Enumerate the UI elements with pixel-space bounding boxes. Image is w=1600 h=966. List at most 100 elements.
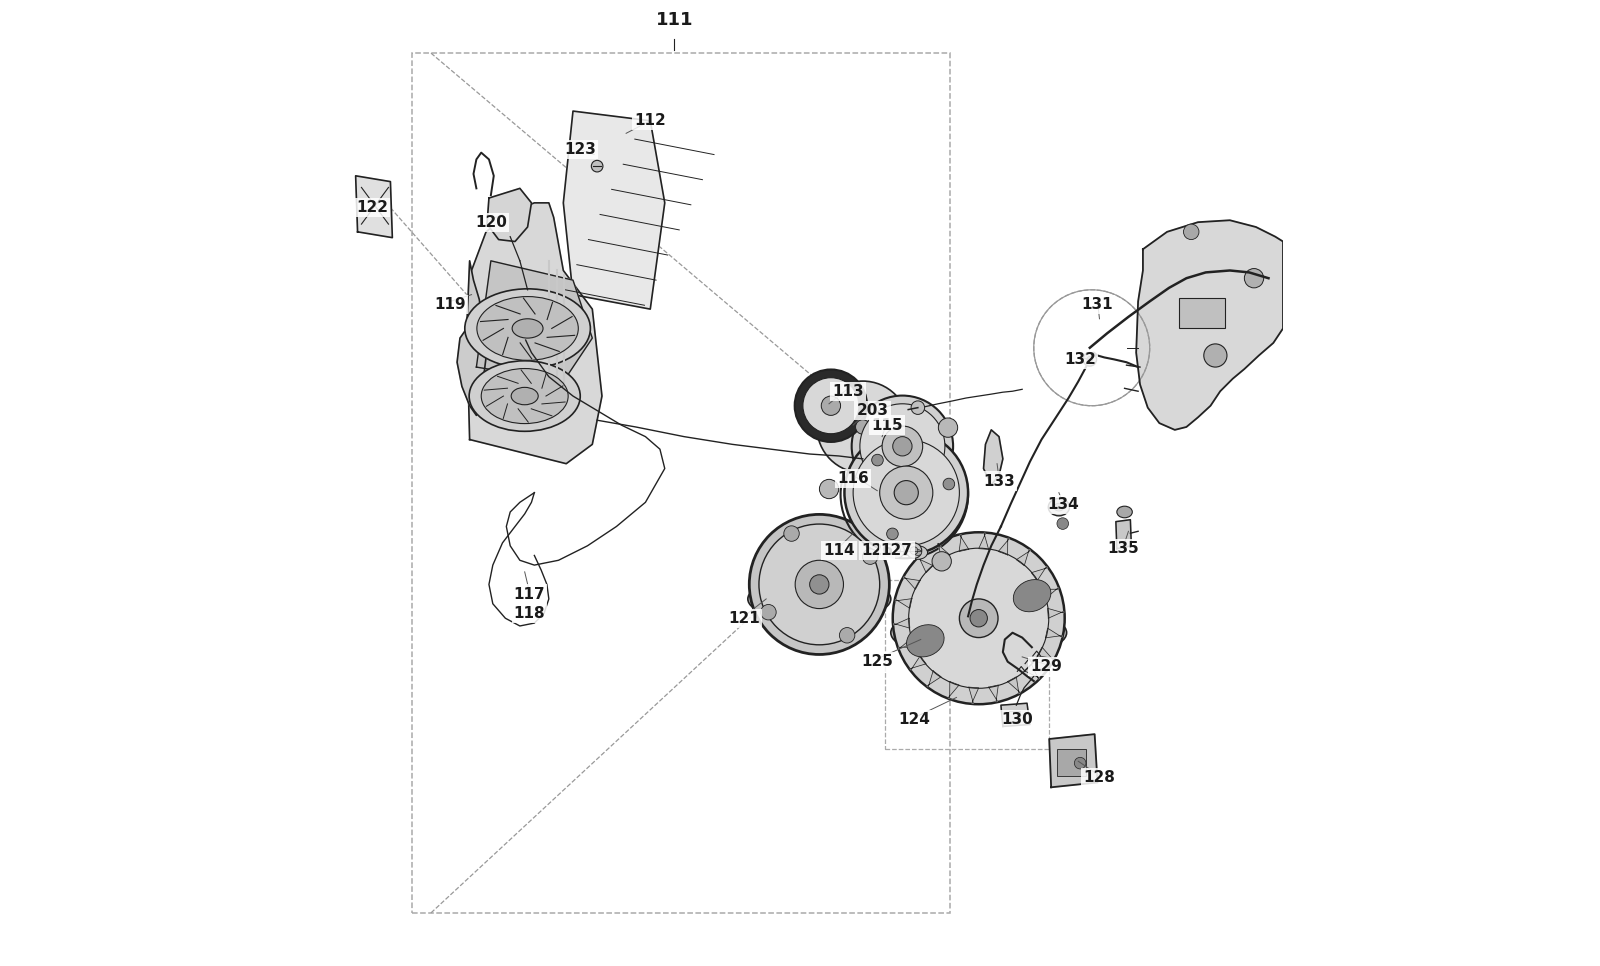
- Polygon shape: [867, 435, 942, 549]
- Text: 135: 135: [1107, 541, 1139, 556]
- Circle shape: [1074, 757, 1086, 769]
- Polygon shape: [1024, 664, 1040, 679]
- Ellipse shape: [818, 381, 909, 472]
- Ellipse shape: [845, 431, 968, 554]
- Polygon shape: [458, 261, 486, 415]
- Circle shape: [872, 454, 883, 466]
- Text: 111: 111: [656, 11, 693, 29]
- Polygon shape: [970, 687, 979, 703]
- Ellipse shape: [1083, 353, 1096, 366]
- Ellipse shape: [906, 543, 922, 558]
- Ellipse shape: [914, 550, 922, 555]
- Ellipse shape: [970, 610, 987, 627]
- Polygon shape: [896, 599, 912, 609]
- Bar: [1179, 298, 1226, 328]
- Circle shape: [760, 605, 776, 620]
- Circle shape: [1184, 224, 1198, 240]
- Ellipse shape: [469, 361, 581, 431]
- Polygon shape: [979, 533, 989, 550]
- Circle shape: [819, 479, 838, 498]
- Polygon shape: [926, 670, 941, 687]
- Ellipse shape: [1117, 506, 1133, 518]
- Bar: [885, 580, 1050, 749]
- Ellipse shape: [850, 440, 955, 477]
- Ellipse shape: [747, 576, 891, 622]
- Ellipse shape: [890, 543, 904, 558]
- Circle shape: [910, 401, 925, 414]
- Text: 120: 120: [475, 214, 507, 230]
- Ellipse shape: [510, 387, 538, 405]
- Polygon shape: [989, 685, 998, 701]
- Polygon shape: [1016, 550, 1030, 566]
- Ellipse shape: [856, 419, 870, 435]
- Ellipse shape: [512, 319, 542, 338]
- Polygon shape: [872, 440, 941, 536]
- Ellipse shape: [1048, 498, 1069, 516]
- Text: 128: 128: [1083, 770, 1115, 785]
- Ellipse shape: [477, 297, 578, 360]
- Ellipse shape: [1013, 580, 1051, 611]
- Ellipse shape: [882, 426, 923, 467]
- Ellipse shape: [1086, 356, 1093, 362]
- Circle shape: [886, 528, 898, 540]
- Text: 129: 129: [1030, 659, 1062, 674]
- Ellipse shape: [795, 370, 867, 442]
- Ellipse shape: [482, 369, 568, 423]
- Ellipse shape: [859, 404, 946, 489]
- Polygon shape: [899, 638, 915, 648]
- Polygon shape: [1045, 628, 1062, 638]
- Bar: [1008, 711, 1021, 721]
- Polygon shape: [998, 538, 1010, 555]
- Text: 134: 134: [1046, 497, 1078, 512]
- Text: 119: 119: [435, 297, 466, 312]
- Polygon shape: [1037, 647, 1054, 660]
- Ellipse shape: [803, 378, 859, 434]
- Polygon shape: [1002, 703, 1030, 726]
- Ellipse shape: [1054, 503, 1064, 511]
- Polygon shape: [1032, 567, 1046, 581]
- Text: 125: 125: [861, 654, 893, 669]
- Text: 123: 123: [563, 142, 595, 157]
- Ellipse shape: [909, 549, 1048, 689]
- Ellipse shape: [464, 289, 590, 368]
- Text: 117: 117: [514, 586, 546, 602]
- Ellipse shape: [821, 396, 840, 415]
- Text: 113: 113: [832, 384, 864, 399]
- Circle shape: [1203, 344, 1227, 367]
- Polygon shape: [1008, 677, 1021, 694]
- Polygon shape: [958, 535, 970, 552]
- Text: 131: 131: [1082, 297, 1114, 312]
- Circle shape: [1245, 269, 1264, 288]
- Polygon shape: [467, 203, 602, 464]
- Ellipse shape: [758, 524, 880, 645]
- Circle shape: [942, 478, 955, 490]
- Ellipse shape: [880, 467, 933, 520]
- Ellipse shape: [893, 532, 1064, 704]
- Circle shape: [862, 549, 878, 564]
- Polygon shape: [1136, 220, 1283, 430]
- Polygon shape: [904, 577, 920, 589]
- Polygon shape: [1050, 734, 1098, 787]
- Text: 112: 112: [634, 113, 666, 128]
- Polygon shape: [1048, 609, 1064, 618]
- Polygon shape: [1042, 588, 1059, 599]
- Ellipse shape: [851, 396, 954, 497]
- Text: 122: 122: [357, 200, 389, 215]
- Circle shape: [938, 418, 958, 438]
- Ellipse shape: [894, 481, 918, 504]
- Polygon shape: [1115, 520, 1131, 549]
- Circle shape: [1058, 518, 1069, 529]
- Text: 118: 118: [514, 606, 546, 621]
- Circle shape: [840, 628, 854, 643]
- Ellipse shape: [810, 575, 829, 594]
- Text: 124: 124: [898, 712, 930, 727]
- Polygon shape: [918, 557, 933, 573]
- Polygon shape: [949, 681, 958, 698]
- Ellipse shape: [592, 160, 603, 172]
- Polygon shape: [477, 261, 592, 382]
- Ellipse shape: [909, 546, 928, 559]
- Text: 115: 115: [870, 417, 902, 433]
- Ellipse shape: [907, 625, 944, 657]
- Text: 114: 114: [822, 543, 854, 558]
- Polygon shape: [486, 188, 531, 242]
